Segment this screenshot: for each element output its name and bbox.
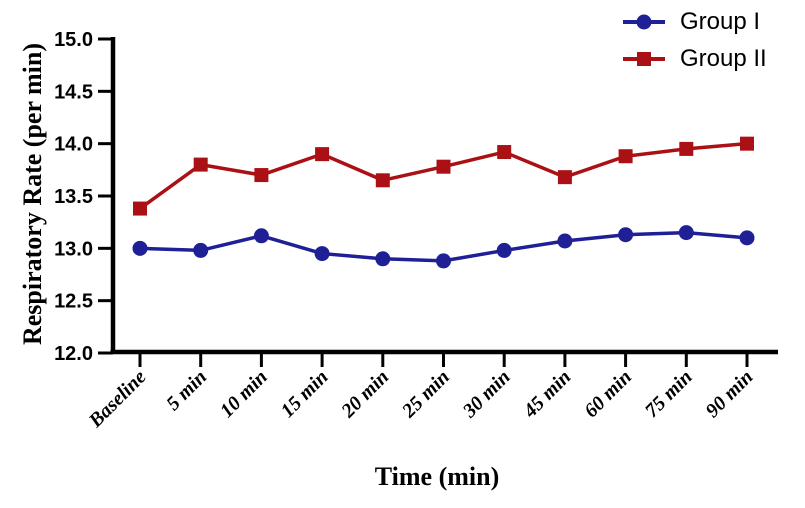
group-i-point: [557, 233, 573, 249]
group-ii-point: [193, 157, 208, 172]
legend-item-group-ii: Group II: [623, 40, 767, 77]
x-axis-title: Time (min): [374, 462, 500, 491]
group-ii-point: [740, 136, 754, 151]
group-ii-point: [679, 141, 694, 156]
x-tick-label: 60 min: [580, 366, 636, 422]
legend: Group I Group II: [623, 3, 767, 77]
group-i-point: [678, 225, 694, 241]
group-ii-point: [315, 147, 330, 162]
y-tick-label: 12.0: [54, 343, 93, 365]
group-i-point: [253, 228, 269, 244]
group-i-circle-marker-icon: [623, 14, 665, 29]
legend-label-group-ii: Group II: [680, 44, 767, 72]
x-tick-label: 25 min: [397, 366, 454, 423]
x-tick-label: 30 min: [458, 366, 515, 423]
group-i-point: [375, 251, 391, 267]
group-ii-point: [436, 159, 451, 174]
group-ii-point: [375, 173, 390, 188]
y-tick-label: 13.5: [54, 186, 93, 208]
x-tick-label: 45 min: [519, 366, 576, 423]
group-ii-point: [618, 149, 633, 164]
group-i-point: [193, 242, 209, 258]
legend-item-group-i: Group I: [623, 3, 767, 40]
group-i-point: [739, 230, 755, 246]
group-ii-point: [557, 170, 572, 185]
y-tick-label: 13.0: [54, 238, 93, 260]
group-i-point: [314, 246, 330, 262]
x-tick-label: 10 min: [216, 366, 272, 422]
group-i-point: [132, 240, 148, 256]
x-tick-label: Baseline: [84, 366, 151, 433]
y-tick-label: 14.0: [54, 134, 93, 156]
group-i-point: [436, 253, 451, 269]
group-ii-point: [497, 145, 512, 160]
group-i-point: [618, 227, 634, 243]
y-tick-label: 14.5: [54, 81, 93, 103]
legend-label-group-i: Group I: [680, 7, 761, 35]
group-ii-line: [138, 141, 748, 210]
y-axis-title: Respiratory Rate (per min): [18, 42, 47, 346]
y-tick-label: 15.0: [54, 29, 93, 51]
x-tick-label: 20 min: [337, 366, 394, 423]
group-i-point: [496, 242, 512, 258]
y-tick-label: 12.5: [54, 291, 93, 313]
group-ii-point: [254, 168, 269, 183]
x-tick-label: 15 min: [277, 366, 333, 422]
x-tick-label: 5 min: [162, 366, 211, 415]
x-tick-label: 90 min: [701, 366, 757, 422]
group-ii-point: [133, 201, 147, 216]
group-ii-square-marker-icon: [623, 51, 665, 66]
x-tick-label: 75 min: [641, 366, 697, 422]
